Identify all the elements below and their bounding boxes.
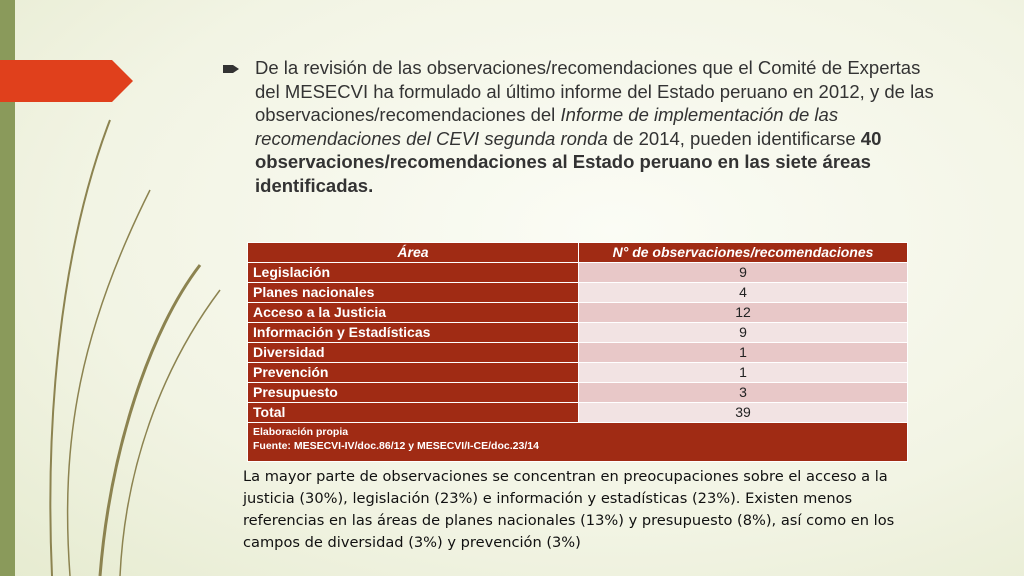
count-cell: 3 [578,382,908,403]
header-cell: Área [247,242,579,263]
bullet-icon [223,65,239,73]
area-cell: Total [247,402,579,423]
area-cell: Acceso a la Justicia [247,302,579,323]
footnote-cell: Elaboración propia Fuente: MESECVI-IV/doc… [247,422,908,462]
table: Área N° de observaciones/recomendaciones… [247,242,908,462]
count-cell: 4 [578,282,908,303]
table-row: Presupuesto 3 [247,382,908,403]
bullet-text: De la revisión de las observaciones/reco… [255,56,945,197]
table-row: Planes nacionales 4 [247,282,908,303]
count-cell: 9 [578,322,908,343]
header-row: Área N° de observaciones/recomendaciones [247,242,908,263]
text-segment: 40 observaciones/recomendaciones al Esta… [255,127,882,196]
table-row: Acceso a la Justicia 12 [247,302,908,323]
table-row: Información y Estadísticas 9 [247,322,908,343]
footnote-line: Fuente: MESECVI-IV/doc.86/12 y MESECVI/I… [253,440,539,452]
paragraph: La mayor parte de observaciones se conce… [243,468,895,551]
text-segment: Informe de implementación de las recomen… [255,104,839,149]
table-row: Prevención 1 [247,362,908,383]
count-cell: 1 [578,362,908,383]
header-cell: N° de observaciones/recomendaciones [578,242,908,263]
text-segment: De la revisión de las observaciones/reco… [255,57,934,125]
count-cell: 39 [578,402,908,423]
table-row: Legislación 9 [247,262,908,283]
count-cell: 9 [578,262,908,283]
table-row: Diversidad 1 [247,342,908,363]
count-cell: 12 [578,302,908,323]
curves [49,119,221,576]
area-cell: Diversidad [247,342,579,363]
footnote-row: Elaboración propia Fuente: MESECVI-IV/doc… [247,422,908,462]
table-row: Total 39 [247,402,908,423]
area-cell: Prevención [247,362,579,383]
text-segment: de 2014, pueden identificarse [607,127,861,149]
area-cell: Presupuesto [247,382,579,403]
footnote-line: Elaboración propia [253,426,349,438]
side-bar [0,0,15,576]
area-cell: Legislación [247,262,579,283]
area-cell: Información y Estadísticas [247,322,579,343]
arrow [0,60,133,102]
count-cell: 1 [578,342,908,363]
area-cell: Planes nacionales [247,282,579,303]
